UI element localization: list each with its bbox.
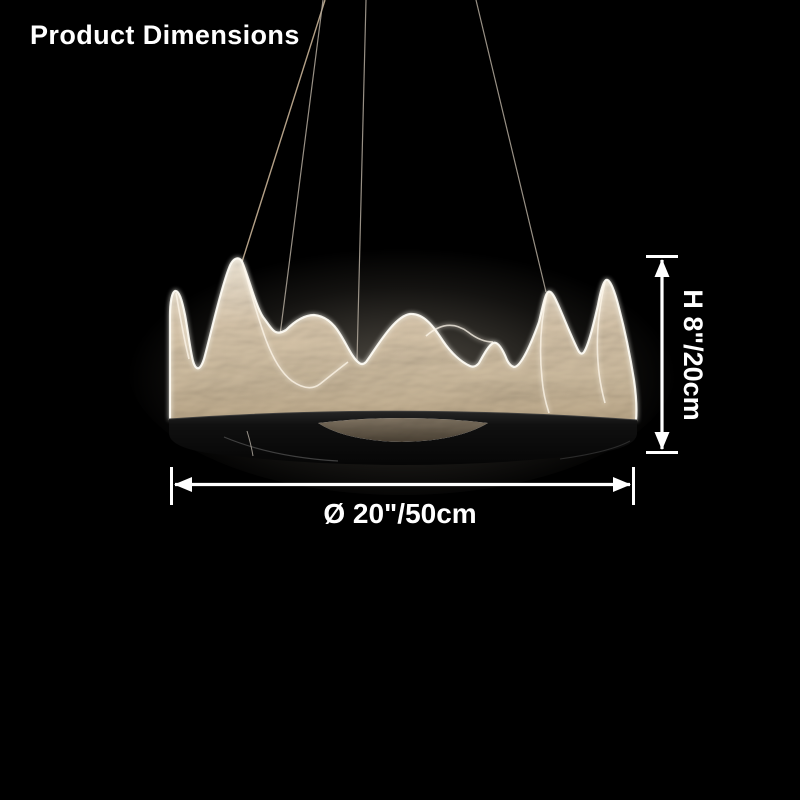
height-dimension-label: H 8"/20cm bbox=[678, 289, 708, 420]
height-dimension: H 8"/20cm bbox=[646, 255, 708, 454]
left-arrowhead-icon bbox=[174, 477, 192, 492]
panel-edge-glow bbox=[168, 257, 638, 422]
up-arrowhead-icon bbox=[654, 259, 670, 277]
ring-wire-reflection bbox=[246, 430, 254, 457]
panel-overlap-edge bbox=[425, 324, 494, 343]
ring-inner-highlight bbox=[559, 440, 631, 460]
lamp-ring bbox=[168, 410, 638, 465]
panel-overlap-edge bbox=[242, 263, 349, 389]
down-arrowhead-icon bbox=[654, 432, 670, 450]
right-arrowhead-icon bbox=[613, 477, 631, 492]
ring-inner-highlight bbox=[223, 436, 339, 462]
suspension-cable bbox=[241, 0, 326, 263]
ring-top-rim-highlight bbox=[168, 410, 638, 421]
panel-overlap-edge bbox=[175, 292, 190, 360]
suspension-cable bbox=[278, 0, 324, 344]
page-title: Product Dimensions bbox=[30, 20, 300, 50]
suspension-cable bbox=[356, 0, 367, 362]
panel-overlap-edge bbox=[596, 281, 606, 404]
suspension-cables bbox=[241, 0, 547, 362]
diameter-dimension: Ø 20"/50cm bbox=[170, 467, 635, 529]
suspension-cable bbox=[475, 0, 547, 293]
ring-inner-glow bbox=[318, 418, 488, 442]
panel-overlap-edges bbox=[175, 263, 606, 414]
panel-overlap-edge bbox=[539, 292, 550, 414]
crown-diffuser-panel bbox=[170, 258, 637, 424]
diameter-dimension-label: Ø 20"/50cm bbox=[323, 498, 476, 529]
